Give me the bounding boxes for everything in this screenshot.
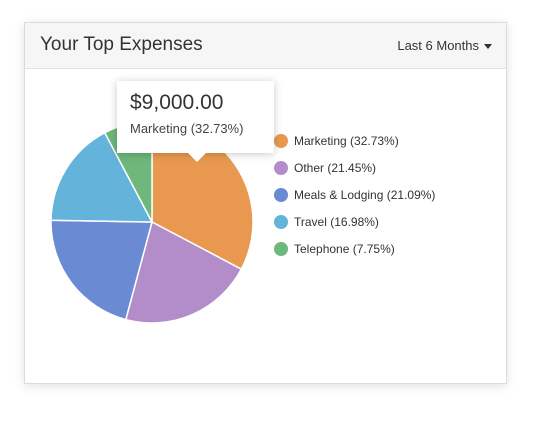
legend-label: Marketing (32.73%) — [294, 133, 399, 148]
legend-label: Telephone (7.75%) — [294, 241, 395, 256]
pie-slice-other[interactable] — [124, 220, 243, 324]
legend-label: Meals & Lodging (21.09%) — [294, 187, 436, 202]
caret-down-icon[interactable] — [484, 44, 492, 50]
pie-slice-travel[interactable] — [50, 131, 154, 223]
legend-swatch — [274, 214, 288, 229]
legend-swatch — [274, 241, 288, 256]
legend-swatch — [274, 133, 288, 148]
tooltip-arrow — [188, 153, 206, 162]
legend-item[interactable]: Marketing (32.73%) — [274, 133, 435, 160]
legend-item[interactable]: Telephone (7.75%) — [274, 241, 435, 268]
legend-item[interactable]: Other (21.45%) — [274, 160, 435, 187]
date-range-label: Last 6 Months — [397, 38, 479, 53]
card-title: Your Top Expenses — [40, 34, 203, 55]
legend-swatch — [274, 160, 288, 175]
legend-label: Travel (16.98%) — [294, 214, 379, 229]
legend-item[interactable]: Meals & Lodging (21.09%) — [274, 187, 435, 214]
legend-label: Other (21.45%) — [294, 160, 377, 175]
tooltip-value: $9,000.00 — [130, 91, 224, 114]
card-header: Your Top Expenses Last 6 Months — [25, 23, 506, 69]
chart-tooltip: $9,000.00 Marketing (32.73%) — [117, 81, 274, 162]
date-range-dropdown[interactable]: Last 6 Months — [397, 38, 492, 53]
legend-swatch — [274, 187, 288, 202]
chart-legend: Marketing (32.73%) Other (21.45%) Meals & … — [274, 133, 435, 268]
legend-item[interactable]: Travel (16.98%) — [274, 214, 435, 241]
tooltip-label: Marketing (32.73%) — [130, 121, 244, 136]
pie-slice-meals-lodging[interactable] — [50, 219, 153, 321]
